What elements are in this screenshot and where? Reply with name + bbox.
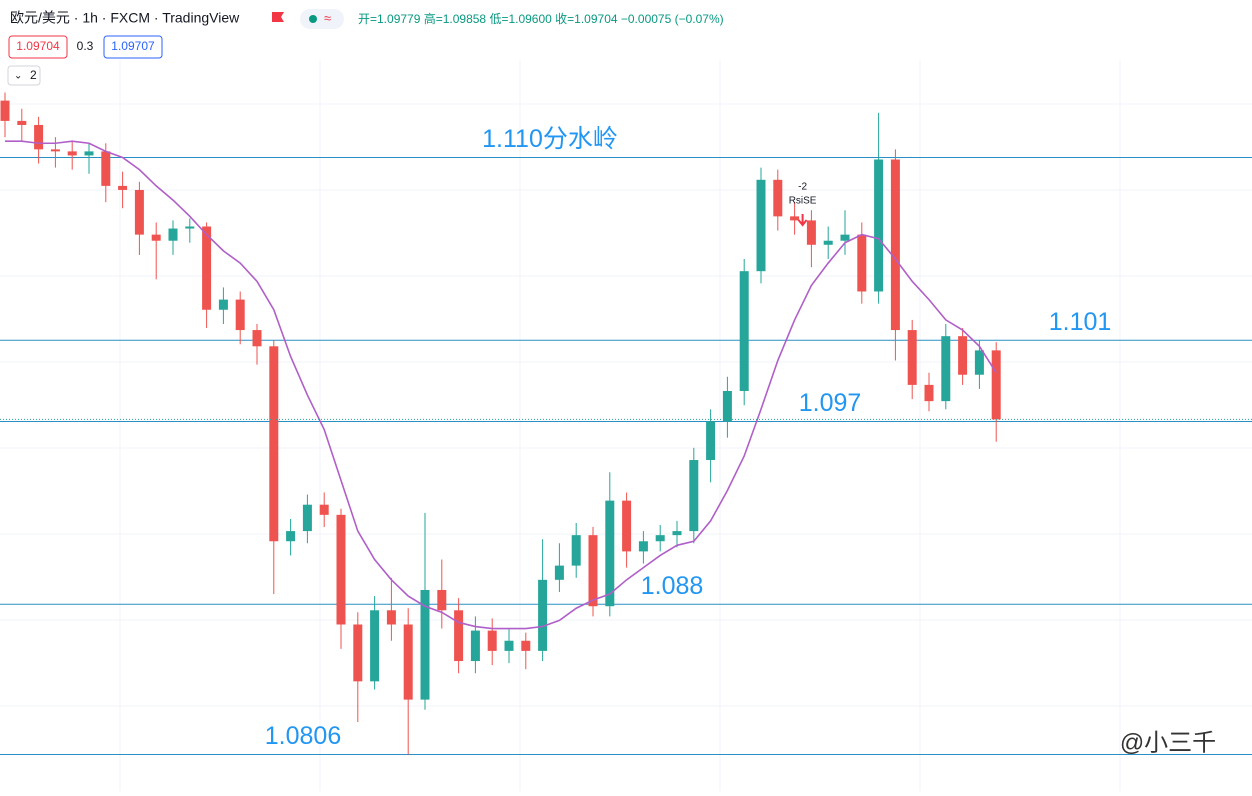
candle-body bbox=[706, 421, 716, 461]
bid-box[interactable] bbox=[8, 35, 68, 59]
ma-line bbox=[5, 140, 997, 630]
candle-body bbox=[437, 589, 447, 611]
candle-body bbox=[756, 179, 766, 272]
candle-body bbox=[235, 299, 245, 331]
candle-body bbox=[974, 350, 984, 375]
candle-body bbox=[739, 271, 749, 391]
level-label: 1.110分水岭 bbox=[482, 125, 618, 153]
status-dot bbox=[309, 15, 317, 23]
candle-body bbox=[605, 500, 615, 607]
candle-body bbox=[504, 640, 514, 651]
candle-body bbox=[907, 330, 917, 385]
candle-body bbox=[151, 234, 161, 241]
candle-body bbox=[134, 189, 144, 235]
candle-body bbox=[874, 159, 884, 292]
candle-body bbox=[790, 216, 800, 221]
candle-body bbox=[924, 384, 934, 402]
candle-body bbox=[386, 610, 396, 625]
candle-body bbox=[554, 565, 564, 580]
candle-body bbox=[252, 330, 262, 347]
spread: 0.3 bbox=[77, 39, 94, 53]
candle-body bbox=[655, 535, 665, 542]
level-label: 1.088 bbox=[641, 572, 704, 600]
candle-body bbox=[353, 624, 363, 682]
status-pill[interactable] bbox=[300, 9, 344, 29]
grid bbox=[0, 60, 1252, 791]
candle-body bbox=[218, 299, 228, 310]
candle-body bbox=[823, 240, 833, 245]
candle-body bbox=[101, 151, 111, 186]
candle-body bbox=[941, 336, 951, 402]
ask: 1.09707 bbox=[111, 39, 155, 53]
candle-body bbox=[487, 630, 497, 651]
candle-body bbox=[672, 531, 682, 536]
ask-box[interactable] bbox=[103, 35, 163, 59]
candle-body bbox=[17, 120, 27, 125]
candle-body bbox=[958, 336, 968, 375]
candle-body bbox=[403, 624, 413, 700]
candle-body bbox=[202, 226, 212, 310]
candle-body bbox=[84, 151, 94, 156]
candle-body bbox=[0, 100, 10, 121]
badge-box[interactable] bbox=[7, 65, 41, 86]
candle-body bbox=[336, 514, 346, 625]
candle-body bbox=[722, 390, 732, 422]
candle-body bbox=[67, 151, 77, 156]
candle-body bbox=[168, 228, 178, 241]
candle-body bbox=[34, 124, 44, 150]
signal-arrow bbox=[797, 214, 808, 227]
bid: 1.09704 bbox=[16, 39, 60, 53]
candle-body bbox=[571, 535, 581, 566]
level-label: 1.097 bbox=[799, 389, 862, 417]
candle-body bbox=[521, 640, 531, 651]
badge-arrow: ⌄ bbox=[14, 71, 22, 82]
candle-body bbox=[302, 504, 312, 532]
candle-body bbox=[773, 179, 783, 217]
level-label: 1.101 bbox=[1049, 308, 1112, 336]
candle-body bbox=[588, 535, 598, 607]
candle-body bbox=[185, 226, 195, 229]
watermark: @小三千 bbox=[1120, 729, 1216, 756]
candle-body bbox=[370, 610, 380, 682]
candle-body bbox=[857, 234, 867, 292]
candle-body bbox=[50, 149, 60, 152]
level-label: 1.0806 bbox=[265, 722, 341, 750]
status-icon: ≈ bbox=[324, 10, 331, 25]
flag-icon[interactable] bbox=[272, 12, 284, 22]
candle-body bbox=[286, 531, 296, 542]
candle-body bbox=[269, 346, 279, 542]
candle-body bbox=[890, 159, 900, 331]
symbol: 欧元/美元 · 1h · FXCM · TradingView bbox=[10, 10, 240, 26]
candle-body bbox=[454, 610, 464, 662]
candle-body bbox=[689, 460, 699, 532]
badge: 2 bbox=[30, 68, 37, 82]
candle-body bbox=[840, 234, 850, 241]
candle-body bbox=[806, 220, 816, 245]
signal-value: -2 bbox=[798, 182, 807, 193]
candle-body bbox=[470, 630, 480, 662]
candle-body bbox=[420, 589, 430, 700]
candle-body bbox=[319, 504, 329, 515]
signal-label: RsiSE bbox=[789, 196, 817, 207]
plot-area: 1.110分水岭 1.101 1.097 1.088 1.0806 -2 RsiSE bbox=[0, 92, 1252, 755]
candle-body bbox=[638, 541, 648, 552]
candle-body bbox=[118, 185, 128, 190]
candle-body bbox=[538, 579, 548, 651]
candle-body bbox=[991, 350, 1001, 420]
candle-body bbox=[622, 500, 632, 552]
ohlc: 开=1.09779 高=1.09858 低=1.09600 收=1.09704 … bbox=[358, 11, 724, 26]
